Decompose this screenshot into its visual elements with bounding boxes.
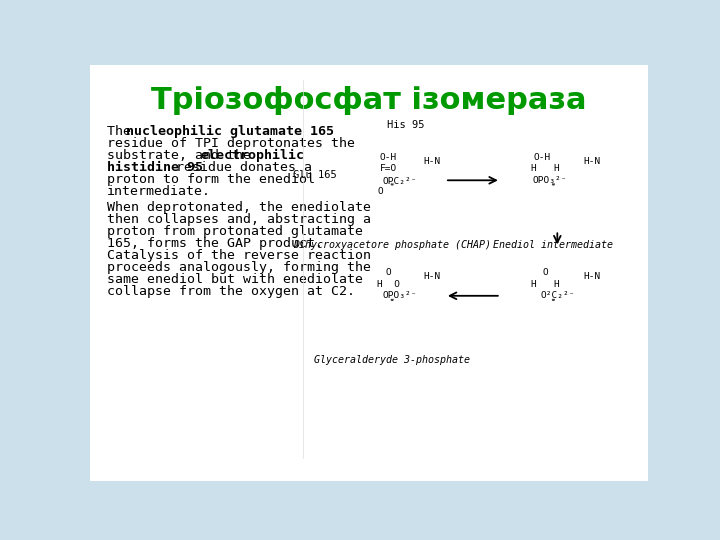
Text: O: O	[378, 187, 384, 197]
Text: nucleophilic glutamate 165: nucleophilic glutamate 165	[126, 125, 333, 138]
Text: O²C₂²⁻: O²C₂²⁻	[540, 291, 575, 300]
Text: H-N: H-N	[583, 272, 600, 281]
Text: substrate, and the: substrate, and the	[107, 148, 259, 162]
Text: Enediol intermediate: Enediol intermediate	[493, 240, 613, 249]
Text: H-N: H-N	[583, 157, 600, 166]
Text: O-H: O-H	[379, 153, 397, 161]
Text: proceeds analogously, forming the: proceeds analogously, forming the	[107, 261, 371, 274]
Text: H-N: H-N	[423, 157, 441, 166]
Text: F=O: F=O	[379, 164, 397, 173]
Text: residue of TPI deprotonates the: residue of TPI deprotonates the	[107, 137, 355, 150]
Text: H-N: H-N	[423, 272, 441, 281]
Text: Glu 165: Glu 165	[293, 170, 336, 180]
Text: OPO₃²⁻: OPO₃²⁻	[532, 176, 567, 185]
Text: When deprotonated, the enediolate: When deprotonated, the enediolate	[107, 201, 371, 214]
Text: proton to form the enediol: proton to form the enediol	[107, 173, 315, 186]
Text: Catalysis of the reverse reaction: Catalysis of the reverse reaction	[107, 249, 371, 262]
Text: H   H: H H	[531, 164, 560, 173]
Text: O: O	[385, 268, 391, 277]
Text: The: The	[107, 125, 139, 138]
Text: residue donates a: residue donates a	[168, 161, 312, 174]
Text: His 95: His 95	[387, 120, 425, 130]
Text: H   H: H H	[531, 280, 560, 289]
Text: O: O	[543, 268, 549, 277]
FancyBboxPatch shape	[87, 62, 651, 484]
Text: Dihycroxyacetore phosphate (CHAP): Dihycroxyacetore phosphate (CHAP)	[293, 240, 491, 249]
Text: then collapses and, abstracting a: then collapses and, abstracting a	[107, 213, 371, 226]
Text: Glyceralderyde 3-phosphate: Glyceralderyde 3-phosphate	[314, 355, 470, 365]
Text: same enediol but with enediolate: same enediol but with enediolate	[107, 273, 363, 286]
Text: collapse from the oxygen at C2.: collapse from the oxygen at C2.	[107, 285, 355, 298]
Text: electrophilic: electrophilic	[201, 148, 305, 162]
Text: Тріозофосфат ізомераза: Тріозофосфат ізомераза	[151, 86, 587, 116]
Text: H  O: H O	[377, 280, 400, 289]
Text: OPO₃²⁻: OPO₃²⁻	[383, 291, 418, 300]
Text: proton from protonated glutamate: proton from protonated glutamate	[107, 225, 363, 238]
Text: histidine 95: histidine 95	[107, 161, 203, 174]
Text: intermediate.: intermediate.	[107, 185, 211, 198]
Text: OPC₂²⁻: OPC₂²⁻	[383, 177, 418, 186]
Text: O-H: O-H	[534, 153, 551, 161]
Text: 165, forms the GAP product.: 165, forms the GAP product.	[107, 237, 323, 250]
